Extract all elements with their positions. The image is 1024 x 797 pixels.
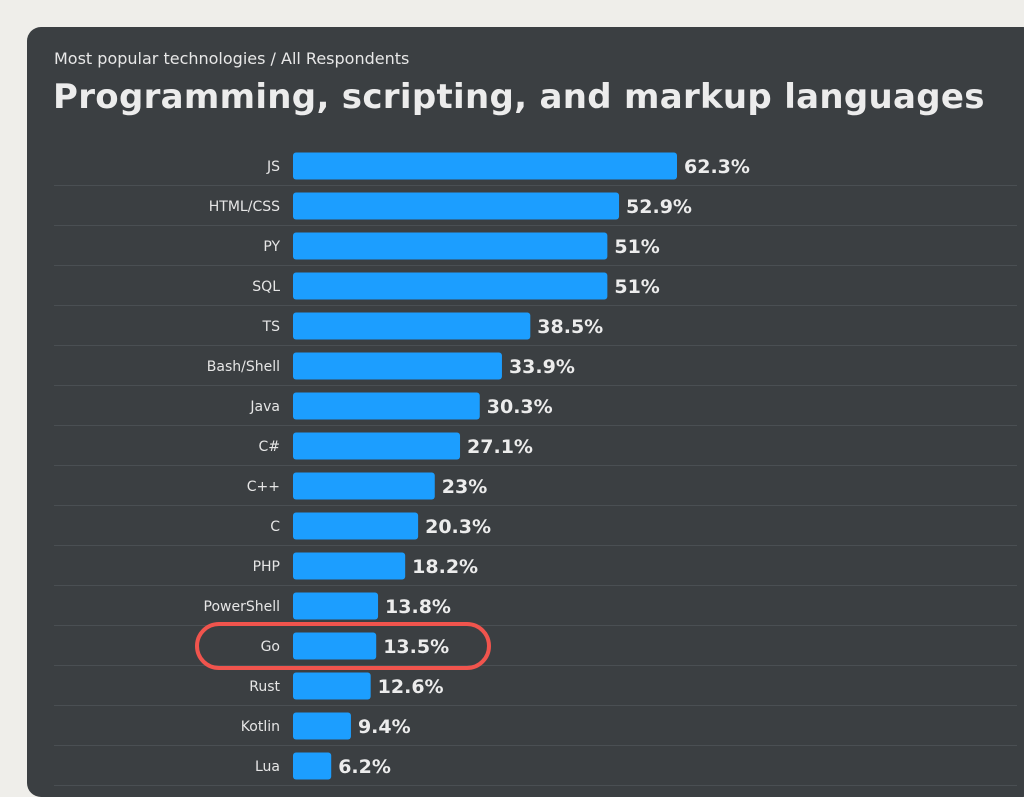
category-label-php: PHP xyxy=(253,559,280,575)
chart-title: Programming, scripting, and markup langu… xyxy=(53,77,985,117)
value-label-go: 13.5% xyxy=(383,636,449,658)
value-label-php: 18.2% xyxy=(412,556,478,578)
value-label-lua: 6.2% xyxy=(338,756,391,778)
category-label-rust: Rust xyxy=(249,679,280,695)
value-label-java: 30.3% xyxy=(487,396,553,418)
value-label-rust: 12.6% xyxy=(378,676,444,698)
value-label-html-css: 52.9% xyxy=(626,196,692,218)
category-label-java: Java xyxy=(249,399,280,415)
bar-kotlin xyxy=(293,712,351,740)
category-label-js: JS xyxy=(266,159,280,175)
value-label-kotlin: 9.4% xyxy=(358,716,411,738)
category-label-powershell: PowerShell xyxy=(204,599,280,615)
bar-bash-shell xyxy=(293,352,502,380)
value-label-bash-shell: 33.9% xyxy=(509,356,575,378)
category-label-c: C++ xyxy=(247,479,280,495)
value-label-ts: 38.5% xyxy=(537,316,603,338)
bar-html-css xyxy=(293,192,620,220)
category-label-html-css: HTML/CSS xyxy=(209,199,280,215)
category-label-lua: Lua xyxy=(255,759,280,775)
value-label-c: 27.1% xyxy=(467,436,533,458)
bar-c xyxy=(293,512,419,540)
highlight-ring xyxy=(195,622,491,670)
bar-js xyxy=(293,152,677,180)
bar-ts xyxy=(293,312,531,340)
category-label-ts: TS xyxy=(262,319,281,335)
value-label-sql: 51% xyxy=(614,276,659,298)
chart-panel: Most popular technologies / All Responde… xyxy=(27,27,1024,797)
value-label-js: 62.3% xyxy=(684,156,750,178)
bar-php xyxy=(293,552,406,580)
category-label-c: C# xyxy=(258,439,280,455)
bar-rust xyxy=(293,672,371,700)
category-label-py: PY xyxy=(263,239,280,255)
bar-sql xyxy=(293,272,608,300)
value-label-c: 20.3% xyxy=(425,516,491,538)
value-label-c: 23% xyxy=(442,476,487,498)
bar-java xyxy=(293,392,480,420)
category-label-c: C xyxy=(270,519,280,535)
bar-chart: JS 62.3% HTML/CSS 52.9% PY 51% SQL 51% TS 38.5% Ba… xyxy=(54,152,1017,786)
value-label-py: 51% xyxy=(614,236,659,258)
bar-go xyxy=(293,632,377,660)
category-label-go: Go xyxy=(261,639,280,655)
bar-powershell xyxy=(293,592,379,620)
category-label-bash-shell: Bash/Shell xyxy=(207,359,280,375)
chart-breadcrumb: Most popular technologies / All Responde… xyxy=(54,49,410,68)
bar-c xyxy=(293,432,461,460)
value-label-powershell: 13.8% xyxy=(385,596,451,618)
category-label-kotlin: Kotlin xyxy=(241,719,280,735)
bar-py xyxy=(293,232,608,260)
bar-c xyxy=(293,472,435,500)
category-label-sql: SQL xyxy=(252,279,280,295)
bar-lua xyxy=(293,752,332,780)
